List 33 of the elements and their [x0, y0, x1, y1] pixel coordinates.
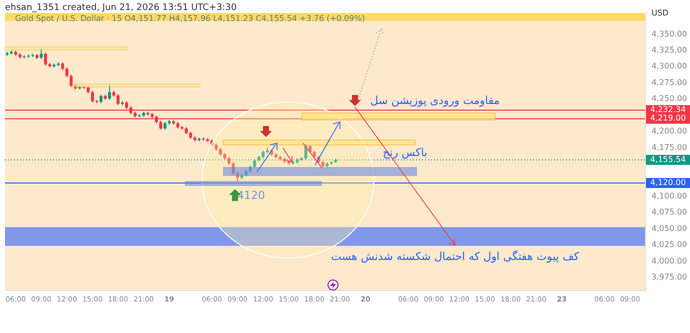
annotation: 4120	[237, 189, 265, 202]
y-tick-label: 4,175.00	[652, 142, 688, 152]
y-axis-title: USD	[652, 8, 669, 18]
candlestick	[40, 48, 43, 60]
ref-line-label: 4,120.00	[650, 178, 686, 187]
chart-title: ehsan_1351 created, Jun 21, 2026 13:51 UTC+3:30	[5, 3, 237, 13]
candlestick	[70, 74, 73, 88]
chart-subtitle: Gold Spot / U.S. Dollar · 15 O4,151.77 H4,157.96 L4,151.23 C4,155.54 +3.76 (+0.09%)	[15, 14, 365, 23]
y-tick-label: 4,025.00	[652, 240, 688, 250]
y-tick-label: 3,975.00	[652, 272, 688, 282]
ref-line-label: 4,155.54	[650, 154, 686, 164]
y-tick-label: 4,350.00	[652, 29, 688, 38]
y-tick-label: 4,250.00	[652, 94, 688, 104]
y-tick-label: 4,300.00	[652, 62, 688, 71]
y-tick-label: 4,325.00	[652, 45, 688, 54]
annotation: کف پیوت هفتگی اول که احتمال شکسته شدنش هست	[330, 250, 580, 263]
candlestick	[116, 94, 120, 106]
candlestick	[236, 171, 240, 182]
y-tick-label: 4,275.00	[652, 78, 688, 87]
y-tick-label: 4,000.00	[652, 256, 688, 266]
y-tick-label: 4,075.00	[652, 208, 688, 217]
ref-line-label: 4,219.00	[650, 114, 686, 123]
y-tick-label: 4,100.00	[652, 191, 688, 200]
y-tick-label: 4,200.00	[652, 126, 688, 136]
candlestick	[253, 158, 256, 169]
ref-line-label: 4,232.34	[650, 105, 686, 114]
annotation: مقاومت ورودی پوزیشن سل	[370, 94, 500, 107]
y-tick-label: 4,050.00	[652, 224, 688, 233]
candlestick	[65, 66, 68, 78]
candlestick	[232, 162, 235, 176]
candlestick	[90, 90, 94, 104]
candlestick	[44, 52, 48, 66]
candlestick	[108, 84, 112, 100]
